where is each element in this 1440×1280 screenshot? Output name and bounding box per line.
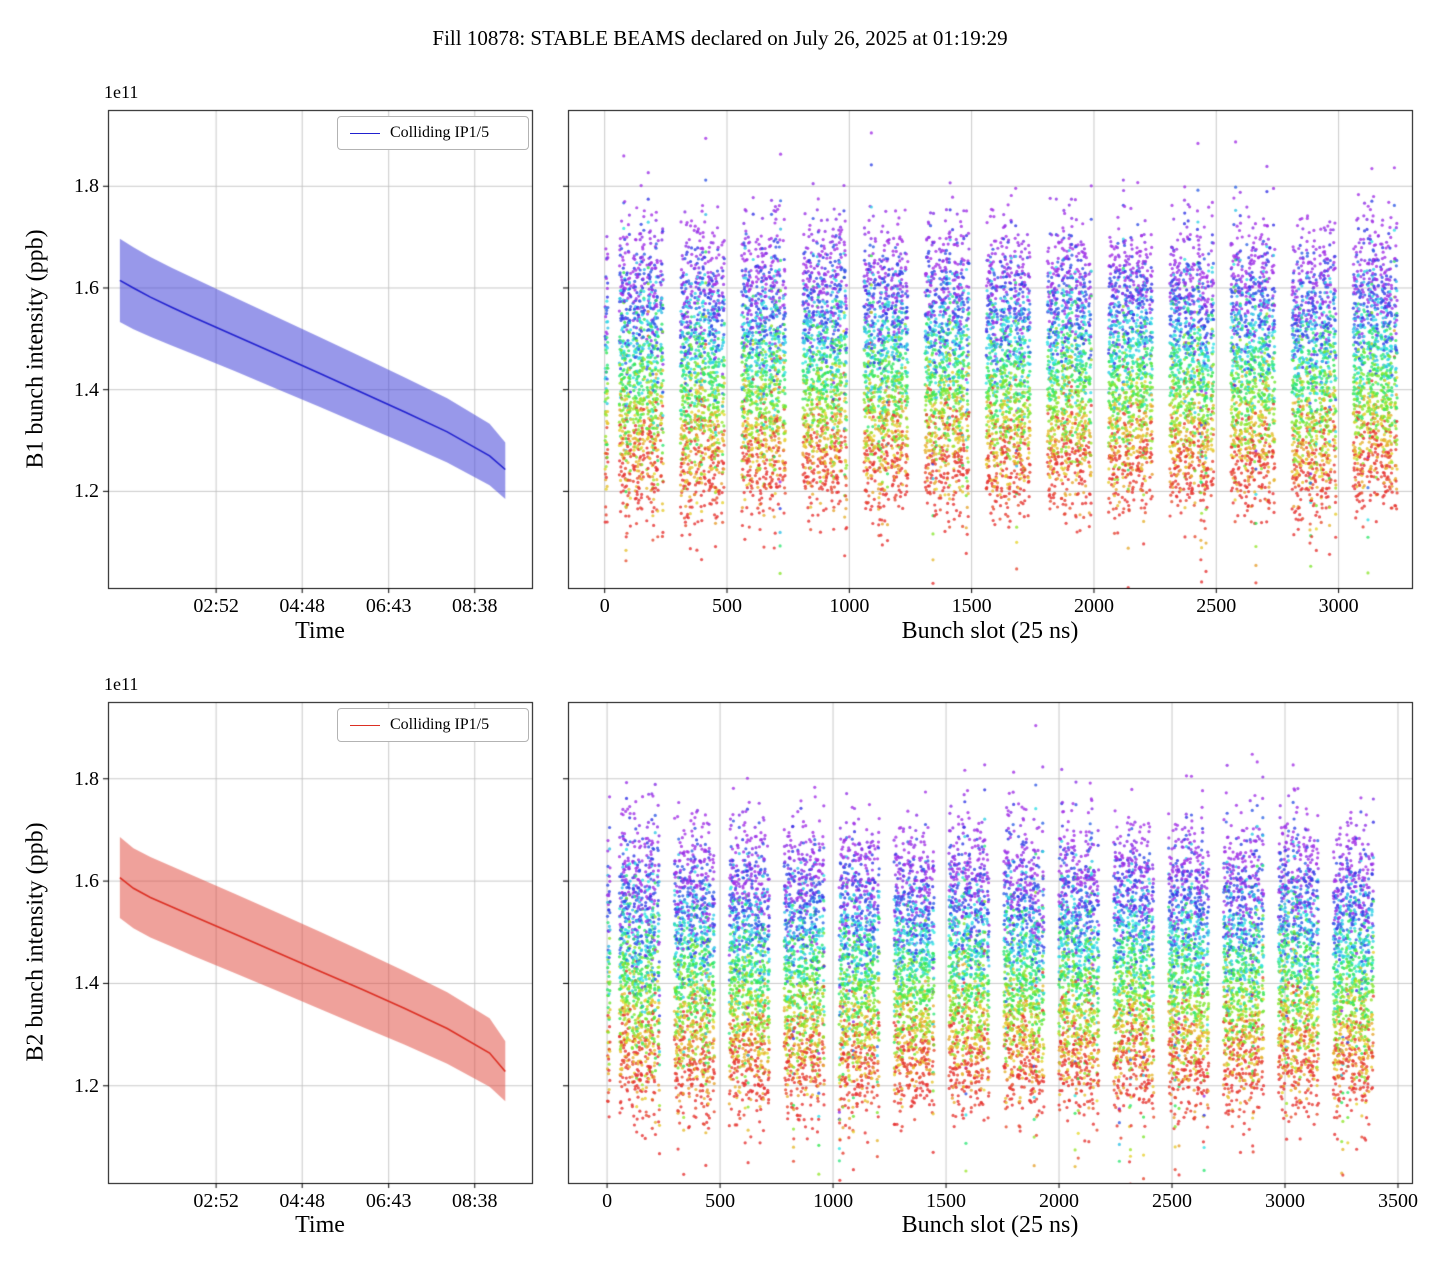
y-tick-label: 1.8 bbox=[74, 175, 99, 198]
legend-line-sample-b2 bbox=[350, 724, 380, 726]
x-tick-label: 06:43 bbox=[365, 595, 412, 617]
x-tick-label: 08:38 bbox=[451, 1190, 498, 1212]
x-tick-label: 06:43 bbox=[365, 1190, 412, 1212]
y-offset-label-b2: 1e11 bbox=[104, 674, 139, 694]
x-tick-label: 1000 bbox=[829, 595, 870, 617]
legend-box-b2: Colliding IP1/5 bbox=[337, 708, 529, 742]
y-tick-label: 1.6 bbox=[74, 276, 99, 299]
x-tick-label: 04:48 bbox=[279, 595, 325, 617]
figure-title: Fill 10878: STABLE BEAMS declared on Jul… bbox=[432, 26, 1008, 50]
y-tick-label: 1.8 bbox=[74, 767, 99, 790]
xlabel-b1-time: Time bbox=[295, 618, 345, 644]
x-tick-label: 04:48 bbox=[279, 1190, 325, 1212]
y-tick-label: 1.4 bbox=[74, 972, 99, 995]
xlabel-b2-time: Time bbox=[295, 1212, 345, 1238]
y-tick-label: 1.4 bbox=[74, 378, 99, 401]
x-tick-label: 2500 bbox=[1196, 595, 1237, 617]
y-tick-label: 1.6 bbox=[74, 870, 99, 893]
x-tick-label: 02:52 bbox=[193, 595, 239, 617]
y-tick-label: 1.2 bbox=[74, 1074, 99, 1097]
ylabel-b1: B1 bunch intensity (ppb) bbox=[22, 229, 49, 469]
x-tick-label: 0 bbox=[602, 1190, 613, 1212]
x-tick-label: 1500 bbox=[926, 1190, 967, 1212]
x-tick-label: 2000 bbox=[1039, 1190, 1080, 1212]
y-tick-label: 1.2 bbox=[74, 480, 99, 503]
x-tick-label: 3000 bbox=[1265, 1190, 1305, 1212]
x-tick-label: 2000 bbox=[1073, 595, 1114, 617]
x-tick-label: 1000 bbox=[813, 1190, 854, 1212]
legend-label-b2: Colliding IP1/5 bbox=[390, 716, 490, 733]
x-tick-label: 3500 bbox=[1377, 1190, 1418, 1212]
x-tick-label: 2500 bbox=[1152, 1190, 1193, 1212]
xlabel-b2-scatter: Bunch slot (25 ns) bbox=[901, 1212, 1079, 1238]
x-tick-label: 1500 bbox=[951, 595, 992, 617]
legend-box-b1: Colliding IP1/5 bbox=[337, 116, 529, 150]
x-tick-label: 0 bbox=[599, 595, 610, 617]
ylabel-b2: B2 bunch intensity (ppb) bbox=[22, 822, 49, 1062]
y-offset-label-b1: 1e11 bbox=[104, 82, 139, 102]
x-tick-label: 500 bbox=[712, 595, 742, 617]
x-tick-label: 08:38 bbox=[451, 595, 498, 617]
x-tick-label: 02:52 bbox=[193, 1190, 239, 1212]
legend-label-b1: Colliding IP1/5 bbox=[390, 124, 490, 141]
legend-line-sample-b1 bbox=[350, 132, 380, 134]
x-tick-label: 3000 bbox=[1318, 595, 1359, 617]
xlabel-b1-scatter: Bunch slot (25 ns) bbox=[901, 618, 1079, 644]
x-tick-label: 500 bbox=[705, 1190, 736, 1212]
